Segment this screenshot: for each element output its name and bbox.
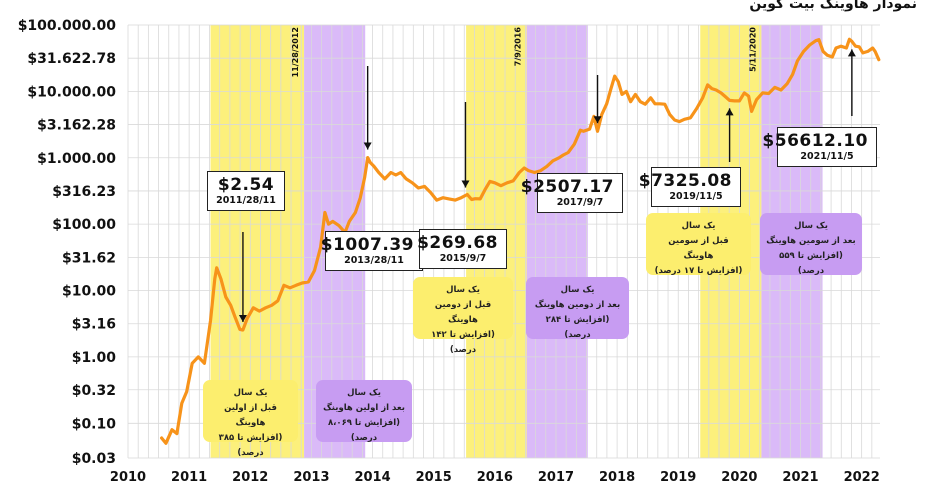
x-tick-label: 2016	[477, 470, 513, 483]
annotation-date: 2011/28/11	[216, 195, 276, 206]
x-tick-label: 2020	[721, 470, 757, 483]
halving-date-label: 11/28/2012	[291, 27, 300, 77]
y-tick-label: $0.10	[72, 416, 117, 432]
note-line: (افزایش تا ۲۸۴ درصد)	[545, 315, 610, 340]
y-tick-label: $10.000.00	[27, 84, 116, 100]
annotation-price: $2.54	[217, 175, 275, 195]
note-line: بعد از سومین هاوینگ	[766, 236, 856, 246]
annotation-price: $269.68	[417, 233, 498, 253]
y-tick-label: $0.03	[72, 451, 116, 467]
x-tick-label: 2011	[171, 470, 207, 483]
annotation-box: $1007.39 2013/28/11	[320, 231, 423, 271]
note-box: یک سال بعد از سومین هاوینگ (افزایش تا ۵۵…	[760, 213, 862, 276]
arrow-head	[461, 180, 470, 188]
y-tick-label: $100.00	[52, 217, 116, 233]
annotation-date: 2019/11/5	[669, 191, 723, 202]
annotation-box: $7325.08 2019/11/5	[638, 167, 741, 207]
annotation-box: $2.54 2011/28/11	[207, 171, 285, 211]
x-tick-label: 2019	[660, 470, 696, 483]
x-tick-label: 2013	[293, 470, 329, 483]
note-line: (افزایش تا ۵۵۹ درصد)	[779, 251, 843, 276]
note-line: یک سال	[794, 221, 828, 231]
x-tick-label: 2022	[844, 470, 880, 483]
annotation-box: $56612.10 2021/11/5	[762, 127, 877, 167]
note-line: یک سال	[560, 285, 595, 295]
annotation-date: 2015/9/7	[439, 253, 487, 264]
annotation-price: $56612.10	[762, 131, 868, 151]
y-tick-label: $10.00	[62, 284, 116, 300]
note-line: (افزایش تا ۸،۰۶۹ درصد)	[327, 418, 401, 443]
note-box: یک سال قبل از اولین هاوینگ (افزایش تا ۳۸…	[203, 380, 298, 458]
annotation-price: $2507.17	[520, 177, 614, 197]
x-tick-label: 2010	[110, 470, 146, 483]
note-line: قبل از سومین هاوینگ	[668, 236, 729, 261]
y-tick-label: $0.32	[72, 383, 116, 399]
arrow-head	[725, 108, 734, 116]
arrow-head	[593, 116, 602, 124]
y-tick-label: $31.622.78	[27, 51, 116, 67]
annotation-price: $7325.08	[638, 171, 732, 191]
note-box: یک سال قبل از سومین هاوینگ (افزایش تا ۱۷…	[646, 213, 751, 276]
note-line: یک سال	[446, 285, 480, 295]
y-tick-label: $31.62	[62, 250, 116, 266]
note-line: بعد از دومین هاوینگ	[534, 300, 621, 310]
note-line: (افزایش تا ۱۴۲ درصد)	[431, 330, 495, 355]
halving-date-label: 7/9/2016	[514, 27, 523, 67]
x-tick-label: 2021	[782, 470, 818, 483]
halving-date-label: 5/11/2020	[748, 27, 757, 72]
chart-title: نمودار هاوینگ بیت کوین	[749, 0, 917, 12]
annotation-date: 2017/9/7	[556, 197, 604, 208]
y-tick-label: $1.000.00	[37, 151, 116, 167]
note-line: قبل از دومین هاوینگ	[434, 300, 492, 325]
arrow-head	[238, 315, 247, 323]
note-box: یک سال بعد از اولین هاوینگ (افزایش تا ۸،…	[316, 380, 412, 443]
note-line: بعد از اولین هاوینگ	[323, 403, 405, 413]
halving-band	[526, 25, 588, 458]
x-tick-label: 2017	[538, 470, 574, 483]
y-tick-label: $100.000.00	[18, 18, 117, 34]
note-line: (افزایش تا ۱۷ درصد)	[654, 266, 743, 276]
arrow-head	[363, 142, 372, 150]
x-tick-label: 2018	[599, 470, 635, 483]
note-line: قبل از اولین هاوینگ	[224, 403, 277, 428]
note-box: یک سال بعد از دومین هاوینگ (افزایش تا ۲۸…	[526, 277, 629, 340]
x-tick-label: 2015	[416, 470, 452, 483]
y-tick-label: $1.00	[72, 350, 117, 366]
annotation-box: $2507.17 2017/9/7	[520, 173, 623, 213]
note-line: یک سال	[347, 388, 381, 398]
annotation-date: 2021/11/5	[800, 151, 854, 162]
x-tick-label: 2012	[232, 470, 268, 483]
annotation-price: $1007.39	[320, 235, 414, 255]
annotation-box: $269.68 2015/9/7	[417, 229, 507, 269]
note-box: یک سال قبل از دومین هاوینگ (افزایش تا ۱۴…	[413, 277, 513, 355]
note-line: یک سال	[681, 221, 716, 231]
note-line: (افزایش تا ۳۸۵ درصد)	[218, 433, 283, 458]
annotation-date: 2013/28/11	[344, 255, 404, 266]
y-tick-label: $316.23	[52, 184, 116, 200]
arrow-head	[847, 49, 856, 57]
note-line: یک سال	[233, 388, 268, 398]
y-tick-label: $3.162.28	[37, 118, 116, 134]
price-line	[160, 37, 881, 445]
x-tick-label: 2014	[354, 470, 390, 483]
y-tick-label: $3.16	[72, 317, 116, 333]
